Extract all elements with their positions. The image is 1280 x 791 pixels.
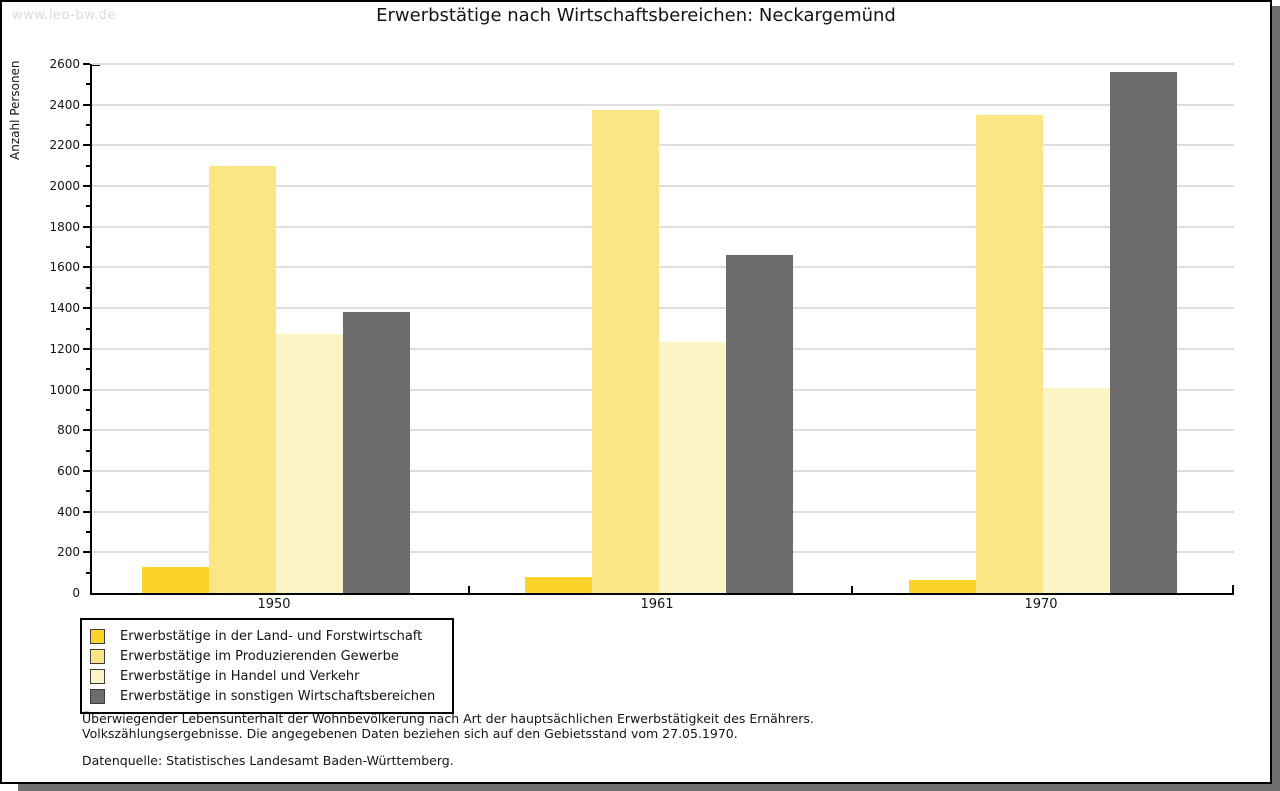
x-axis-labels: 1950 1961 1970: [90, 597, 1232, 615]
y-minor-tick-1900: [86, 205, 90, 208]
y-major-tick-800: [83, 429, 90, 432]
gridline-2600: [92, 63, 1234, 65]
bar-1970-erwerbstätige-im-produzierenden-gewerbe: [976, 114, 1043, 593]
x-tick-label-1970: 1970: [1024, 597, 1058, 612]
y-minor-tick-2300: [86, 124, 90, 127]
legend-box: Erwerbstätige in der Land- und Forstwirt…: [80, 618, 454, 714]
y-tick-label-1400: 1400: [49, 301, 80, 316]
legend-swatch-erwerbstätige-im-produzierenden-gewerbe: [90, 648, 105, 664]
legend-label-erwerbstätige-im-produzierenden-gewerbe: Erwerbstätige im Produzierenden Gewerbe: [120, 648, 399, 664]
y-minor-tick-1700: [86, 246, 90, 249]
bar-1961-erwerbstätige-in-handel-und-verkehr: [659, 341, 726, 593]
y-minor-tick-500: [86, 490, 90, 493]
y-tick-label-2600: 2600: [49, 57, 80, 71]
x-tick-label-1961: 1961: [640, 597, 674, 612]
footnote-line-2: Volkszählungsergebnisse. Die angegebenen…: [82, 725, 738, 741]
y-tick-label-600: 600: [57, 463, 80, 478]
gridline-1800: [92, 225, 1234, 228]
bar-1970-erwerbstätige-in-der-land-und-forstwirtschaft: [909, 579, 976, 593]
y-major-tick-600: [83, 469, 90, 472]
chart-title: Erwerbstätige nach Wirtschaftsbereichen:…: [376, 5, 896, 26]
footnote: Überwiegender Lebensunterhalt der Wohnbe…: [82, 711, 814, 741]
gridline-2200: [92, 144, 1234, 147]
y-major-tick-1000: [83, 388, 90, 391]
y-tick-label-0: 0: [72, 586, 80, 600]
gridline-1600: [92, 266, 1234, 269]
y-major-tick-1400: [83, 307, 90, 310]
frame-shadow-bottom: [18, 784, 1280, 791]
y-major-tick-1800: [83, 225, 90, 228]
plot-area: [83, 63, 1234, 595]
x-tick-label-1950: 1950: [257, 597, 291, 612]
y-tick-label-800: 800: [57, 423, 80, 438]
y-major-tick-1200: [83, 347, 90, 350]
x-separator-tick-1: [468, 586, 470, 595]
legend-swatch-erwerbstätige-in-sonstigen-wirtschaftsbereichen: [90, 688, 105, 704]
legend-item-erwerbstätige-in-sonstigen-wirtschaftsbereichen: Erwerbstätige in sonstigen Wirtschaftsbe…: [90, 686, 446, 706]
axis-corner-tick-top: [92, 64, 100, 66]
gridline-1400: [92, 307, 1234, 310]
y-tick-label-400: 400: [57, 504, 80, 519]
legend-swatch-erwerbstätige-in-handel-und-verkehr: [90, 668, 105, 684]
y-major-tick-400: [83, 510, 90, 513]
bar-1950-erwerbstätige-in-der-land-und-forstwirtschaft: [142, 566, 209, 593]
legend-item-erwerbstätige-in-der-land-und-forstwirtschaft: Erwerbstätige in der Land- und Forstwirt…: [90, 626, 446, 646]
bar-1961-erwerbstätige-im-produzierenden-gewerbe: [592, 109, 659, 593]
y-major-tick-2200: [83, 144, 90, 147]
frame-shadow-right: [1272, 6, 1280, 791]
y-major-tick-2000: [83, 185, 90, 188]
bar-1970-erwerbstätige-in-handel-und-verkehr: [1043, 387, 1110, 593]
y-minor-tick-100: [86, 571, 90, 574]
gridline-2400: [92, 103, 1234, 106]
bar-1950-erwerbstätige-in-sonstigen-wirtschaftsbereichen: [343, 312, 410, 593]
y-tick-label-1800: 1800: [49, 219, 80, 234]
y-tick-label-200: 200: [57, 545, 80, 560]
footnote-line-1: Überwiegender Lebensunterhalt der Wohnbe…: [82, 711, 814, 726]
y-major-tick-2600: [83, 63, 90, 65]
y-tick-label-2400: 2400: [49, 97, 80, 112]
legend-label-erwerbstätige-in-handel-und-verkehr: Erwerbstätige in Handel und Verkehr: [120, 668, 360, 684]
y-major-tick-1600: [83, 266, 90, 269]
bar-1950-erwerbstätige-in-handel-und-verkehr: [276, 333, 343, 593]
legend-label-erwerbstätige-in-sonstigen-wirtschaftsbereichen: Erwerbstätige in sonstigen Wirtschaftsbe…: [120, 688, 436, 704]
x-separator-tick-2: [851, 586, 853, 595]
y-tick-label-1600: 1600: [49, 260, 80, 275]
legend-item-erwerbstätige-in-handel-und-verkehr: Erwerbstätige in Handel und Verkehr: [90, 666, 446, 686]
legend-label-erwerbstätige-in-der-land-und-forstwirtschaft: Erwerbstätige in der Land- und Forstwirt…: [120, 628, 423, 644]
y-minor-tick-900: [86, 408, 90, 411]
bar-1970-erwerbstätige-in-sonstigen-wirtschaftsbereichen: [1110, 72, 1177, 593]
y-axis-labels: 0 200 400 600 800 1000 1200 1400 1600 1800 2000 220…: [2, 57, 80, 600]
y-tick-label-1200: 1200: [49, 341, 80, 356]
gridline-2000: [92, 185, 1234, 188]
bar-1950-erwerbstätige-im-produzierenden-gewerbe: [209, 165, 276, 593]
y-minor-tick-700: [86, 449, 90, 452]
axis-corner-tick-right: [1232, 585, 1234, 593]
y-major-tick-200: [83, 551, 90, 554]
y-minor-tick-1100: [86, 368, 90, 371]
bar-1961-erwerbstätige-in-der-land-und-forstwirtschaft: [525, 576, 592, 593]
y-minor-tick-1500: [86, 286, 90, 289]
y-tick-label-2200: 2200: [49, 138, 80, 153]
y-minor-tick-2500: [86, 83, 90, 86]
y-minor-tick-1300: [86, 327, 90, 330]
y-minor-tick-2100: [86, 164, 90, 167]
y-tick-label-2000: 2000: [49, 179, 80, 194]
watermark: www.leo-bw.de: [12, 8, 116, 23]
y-minor-tick-300: [86, 530, 90, 533]
y-major-tick-2400: [83, 103, 90, 106]
legend-swatch-erwerbstätige-in-der-land-und-forstwirtschaft: [90, 628, 105, 644]
y-tick-label-1000: 1000: [49, 382, 80, 397]
data-source: Datenquelle: Statistisches Landesamt Bad…: [82, 753, 454, 768]
bar-1961-erwerbstätige-in-sonstigen-wirtschaftsbereichen: [726, 255, 793, 593]
legend-item-erwerbstätige-im-produzierenden-gewerbe: Erwerbstätige im Produzierenden Gewerbe: [90, 646, 446, 666]
